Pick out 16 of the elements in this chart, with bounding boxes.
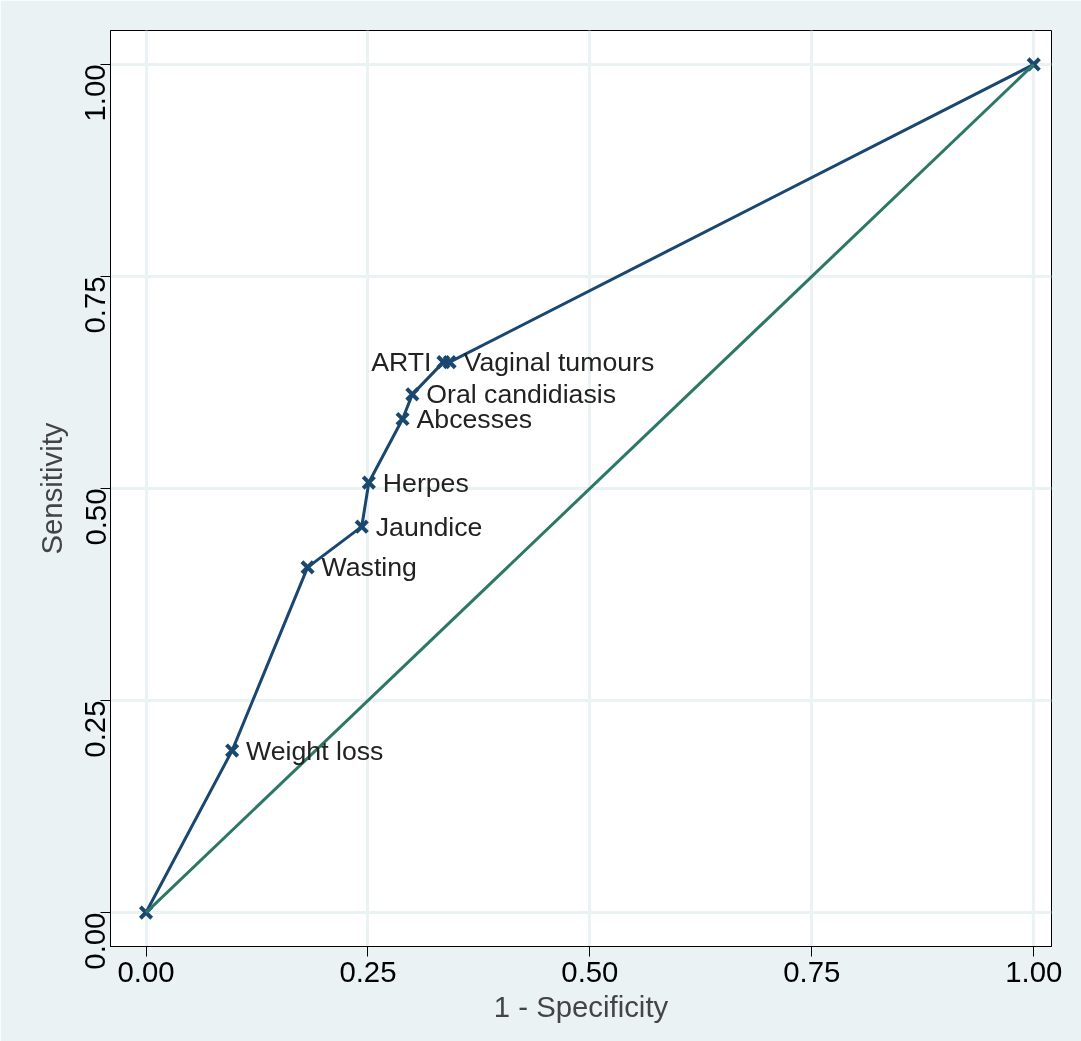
annotation: Wasting xyxy=(321,552,417,583)
annotation: Vaginal tumours xyxy=(463,347,655,378)
x-axis-title: 1 - Specificity xyxy=(493,989,669,1023)
y-tick-label: 0.25 xyxy=(78,700,112,758)
y-tick-label: 1.00 xyxy=(78,64,112,122)
annotation: Jaundice xyxy=(375,511,483,542)
x-tick-label: 1.00 xyxy=(1005,954,1063,988)
y-tick-label: 0.75 xyxy=(78,276,112,334)
x-tick-label: 0.75 xyxy=(783,954,841,988)
y-axis-title: Sensitivity xyxy=(34,422,68,555)
x-tick-label: 0.00 xyxy=(117,954,175,988)
annotation: ARTI xyxy=(371,347,432,378)
x-tick-label: 0.25 xyxy=(339,954,397,988)
annotation: Herpes xyxy=(382,467,469,498)
x-tick-label: 0.50 xyxy=(561,954,619,988)
y-tick-label: 0.50 xyxy=(78,488,112,546)
